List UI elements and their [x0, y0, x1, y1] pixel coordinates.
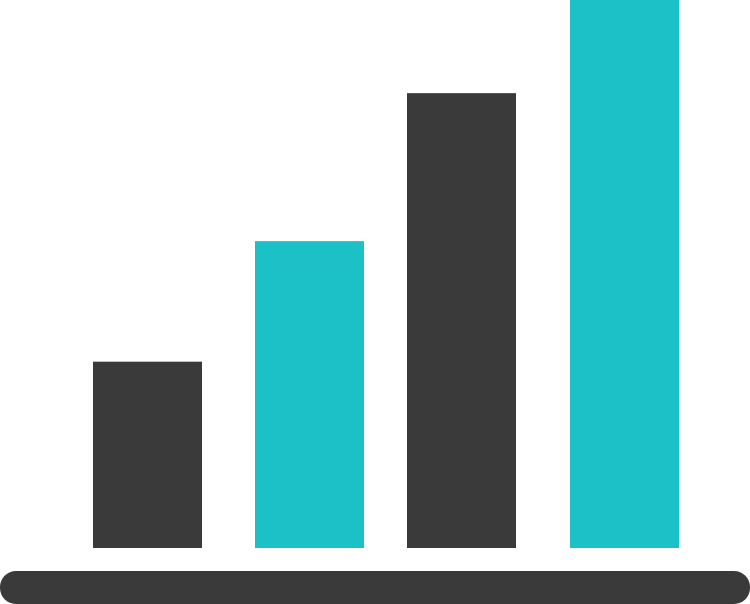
bar-1: [93, 361, 202, 548]
bar-3: [407, 93, 516, 548]
bar-2: [255, 241, 364, 548]
bars-layer: [93, 0, 679, 548]
bar-4: [570, 0, 679, 548]
x-axis-baseline: [0, 571, 750, 604]
